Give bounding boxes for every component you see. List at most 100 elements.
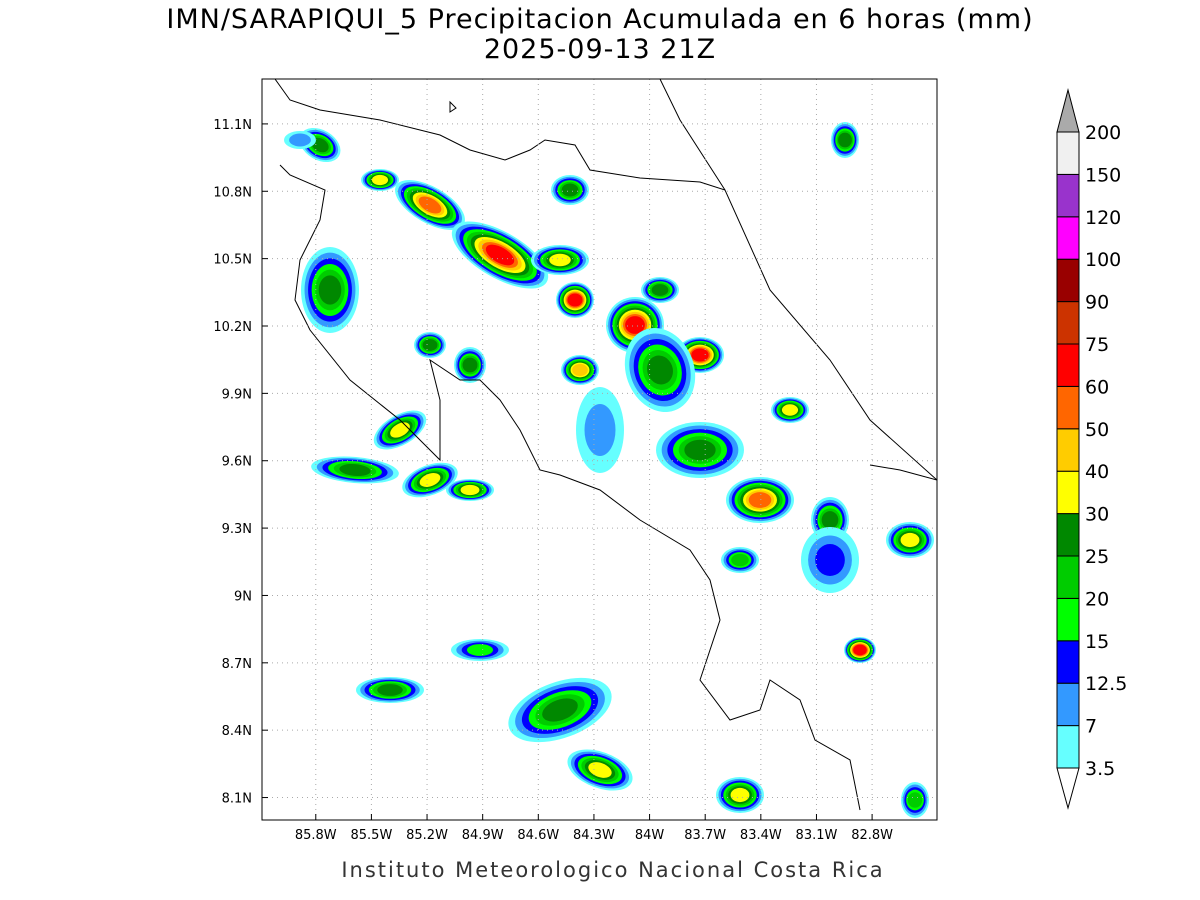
colorbar-label: 120 [1085, 207, 1121, 229]
precip-contour [377, 684, 403, 696]
colorbar-box [1056, 470, 1080, 515]
y-tick-label: 8.7N [222, 657, 252, 672]
precip-field [284, 122, 934, 818]
coastline [279, 164, 861, 811]
colorbar-box [1056, 343, 1080, 387]
colorbar-label: 90 [1085, 292, 1109, 314]
precip-contour [731, 553, 749, 567]
precip-contour [730, 787, 750, 803]
colorbar-label: 75 [1085, 334, 1109, 356]
precip-contour [684, 439, 716, 461]
coastline [274, 79, 937, 481]
precip-contour [647, 355, 673, 385]
colorbar-label: 20 [1085, 588, 1109, 610]
coastline [659, 79, 726, 191]
precip-contour [289, 133, 311, 147]
colorbar-box [1056, 258, 1080, 303]
colorbar-box [1056, 555, 1080, 599]
colorbar-box [1056, 725, 1080, 769]
precip-contour [821, 511, 839, 529]
precip-contour [588, 762, 612, 778]
colorbar-box [1056, 640, 1080, 684]
colorbar-label: 7 [1085, 716, 1097, 738]
colorbar-label: 50 [1085, 419, 1109, 441]
title: IMN/SARAPIQUI_5 Precipitacion Acumulada … [166, 4, 1033, 35]
colorbar-label: 200 [1085, 122, 1121, 144]
precip-contour [462, 357, 478, 373]
precip-contour [815, 544, 845, 576]
precip-contour [691, 348, 709, 362]
border [869, 464, 937, 481]
colorbar-label: 12.5 [1085, 673, 1127, 695]
y-tick-label: 9N [234, 589, 252, 604]
x-tick-label: 83.7W [684, 828, 726, 843]
colorbar-over [1056, 88, 1080, 133]
y-tick-label: 10.2N [213, 320, 252, 335]
colorbar-label: 150 [1085, 164, 1121, 186]
x-tick-label: 82.8W [851, 828, 893, 843]
colorbar-label: 15 [1085, 631, 1109, 653]
precip-contour [584, 404, 616, 456]
y-tick-label: 8.1N [222, 792, 252, 807]
x-tick-label: 84.9W [462, 828, 504, 843]
y-tick-label: 9.6N [222, 455, 252, 470]
precip-contour [561, 183, 579, 197]
precip-contour [625, 316, 645, 334]
subtitle: 2025-09-13 21Z [484, 34, 716, 65]
precip-contour [838, 132, 852, 148]
x-tick-label: 85.2W [406, 828, 448, 843]
precip-contour [542, 698, 578, 722]
precip-contour [781, 404, 799, 416]
colorbar-label: 25 [1085, 546, 1109, 568]
precip-contour [748, 492, 772, 508]
colorbar-under [1056, 767, 1080, 810]
grid [262, 79, 937, 820]
colorbar-box [1056, 682, 1080, 727]
colorbar-box [1056, 301, 1080, 345]
colorbar: 3.5 7 12.5 15 20 25 30 40 50 60 75 90 100 120 150 200 [1056, 88, 1127, 810]
colorbar-label: 60 [1085, 376, 1109, 398]
colorbar-label: 3.5 [1085, 758, 1115, 780]
x-tick-label: 84.3W [573, 828, 615, 843]
x-tick-label: 85.5W [351, 828, 393, 843]
precip-contour [390, 422, 410, 438]
precip-contour [318, 275, 342, 305]
precip-contour [422, 339, 438, 351]
x-tick-label: 84W [635, 828, 665, 843]
y-tick-label: 9.9N [222, 387, 252, 402]
precip-contour [466, 644, 494, 656]
precip-contour [572, 363, 588, 377]
x-tick-label: 84.6W [517, 828, 559, 843]
colorbar-label: 100 [1085, 249, 1121, 271]
colorbar-box [1056, 385, 1080, 430]
precip-contour [418, 196, 442, 214]
precip-contour [485, 244, 515, 266]
precip-contour [460, 484, 480, 496]
colorbar-box [1056, 173, 1080, 218]
precip-contour [900, 532, 920, 548]
colorbar-box [1056, 216, 1080, 260]
precip-contour [371, 174, 389, 186]
y-tick-label: 9.3N [222, 522, 252, 537]
precip-contour [339, 463, 371, 477]
y-tick-label: 10.8N [213, 185, 252, 200]
colorbar-box [1056, 597, 1080, 642]
x-tick-label: 85.8W [295, 828, 337, 843]
colorbar-box [1056, 513, 1080, 557]
x-tick-label: 83.1W [796, 828, 838, 843]
colorbar-box [1056, 428, 1080, 472]
precip-contour [651, 284, 669, 296]
precip-contour [907, 792, 923, 808]
x-tick-label: 83.4W [740, 828, 782, 843]
coastlines [274, 79, 937, 811]
footer: Instituto Meteorologico Nacional Costa R… [341, 858, 884, 882]
map-frame [261, 78, 938, 821]
precip-contour [549, 253, 571, 267]
island [449, 100, 457, 113]
y-tick-label: 10.5N [213, 253, 252, 268]
precip-contour [853, 644, 867, 656]
precip-contour [419, 473, 441, 487]
colorbar-label: 40 [1085, 461, 1109, 483]
precip-contour [567, 293, 583, 307]
